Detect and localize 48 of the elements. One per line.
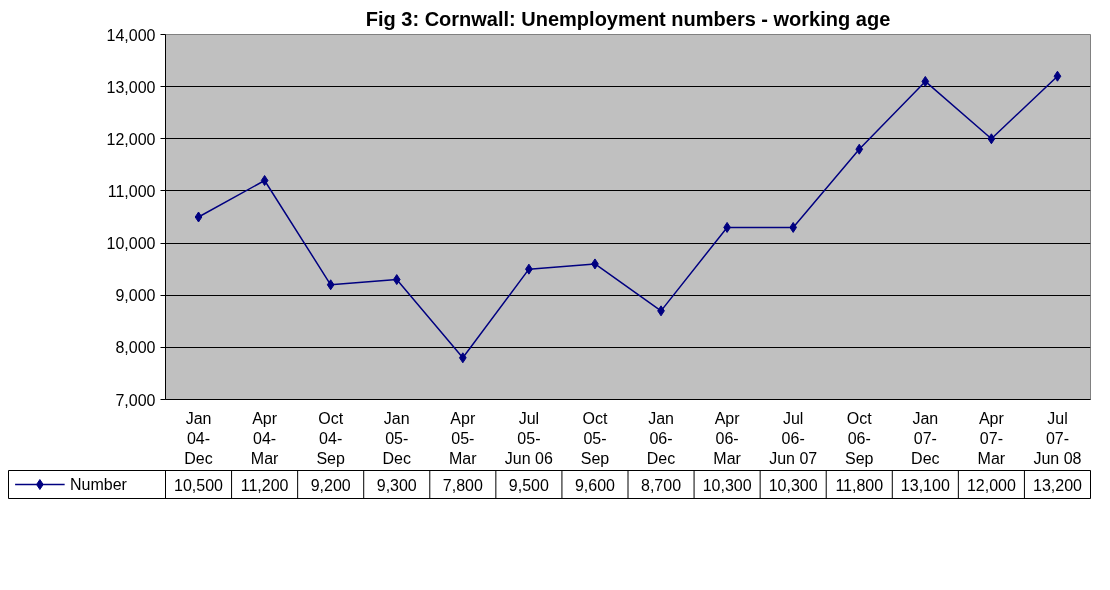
x-tick-label: Jul 06-Jun 07 bbox=[769, 409, 818, 468]
x-tick-label: Apr 05-Mar bbox=[449, 409, 478, 468]
data-label: 12,000 bbox=[966, 476, 1016, 494]
x-tick-label: Oct 04-Sep bbox=[316, 409, 346, 468]
point bbox=[789, 221, 798, 233]
y-tick-label: 14,000 bbox=[106, 26, 156, 44]
data-label: 10,500 bbox=[174, 476, 224, 494]
x-tick-label: Oct 05-Sep bbox=[580, 409, 610, 468]
y-tick-label: 11,000 bbox=[107, 182, 156, 200]
data-label: 13,100 bbox=[900, 476, 950, 494]
point bbox=[1053, 70, 1062, 82]
data-label: 13,200 bbox=[1033, 476, 1083, 494]
point bbox=[326, 279, 335, 291]
x-tick-label: Jan 07-Dec bbox=[911, 409, 940, 468]
legend-label: Number bbox=[69, 476, 128, 493]
x-tick-label: Jan 05-Dec bbox=[382, 409, 411, 468]
x-tick-label: Oct 06-Sep bbox=[845, 409, 874, 468]
y-tick-label: 8,000 bbox=[115, 339, 156, 357]
data-label: 10,300 bbox=[702, 476, 752, 494]
point bbox=[921, 75, 930, 87]
data-label: 11,800 bbox=[835, 476, 884, 494]
chart-title: Fig 3: Cornwall: Unemployment numbers - working age bbox=[365, 7, 891, 30]
data-label: 9,200 bbox=[310, 476, 351, 494]
y-tick-label: 7,000 bbox=[115, 391, 156, 409]
point bbox=[260, 175, 269, 186]
x-tick-label: Jul 05-Jun 06 bbox=[504, 409, 554, 468]
x-tick-label: Jul 07-Jun 08 bbox=[1033, 409, 1082, 468]
y-tick-label: 12,000 bbox=[106, 130, 156, 148]
data-label: 11,200 bbox=[240, 476, 289, 494]
point bbox=[458, 352, 467, 364]
data-label: 10,300 bbox=[768, 476, 818, 494]
data-label: 8,700 bbox=[641, 476, 682, 494]
y-tick-label: 13,000 bbox=[106, 78, 156, 96]
x-tick-label: Apr 04-Mar bbox=[250, 409, 280, 468]
x-tick-label: Jan 04-Dec bbox=[184, 409, 213, 468]
point bbox=[987, 133, 996, 145]
point bbox=[392, 274, 401, 286]
data-label: 9,600 bbox=[574, 476, 616, 494]
data-label: 9,500 bbox=[508, 476, 550, 494]
x-tick-label: Apr 06-Mar bbox=[713, 409, 742, 468]
x-tick-label: Jan 06-Dec bbox=[646, 409, 676, 468]
y-tick-label: 9,000 bbox=[115, 287, 156, 305]
data-label: 9,300 bbox=[376, 476, 417, 494]
data-label: 7,800 bbox=[442, 476, 483, 494]
x-tick-label: Apr 07-Mar bbox=[977, 409, 1006, 468]
point bbox=[194, 211, 203, 223]
point bbox=[855, 143, 864, 155]
y-tick-label: 10,000 bbox=[106, 235, 156, 253]
